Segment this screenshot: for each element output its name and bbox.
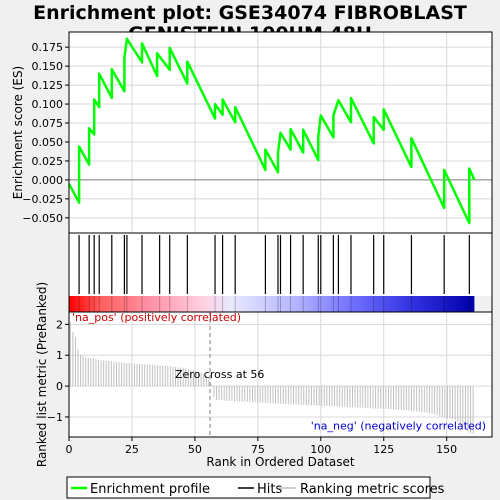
x-axis: 0 25 50 75 100 125 150 Rank in Ordered Dataset <box>66 437 457 469</box>
na-pos-label: 'na_pos' (positively correlated) <box>72 311 241 324</box>
rank-ytick-label: −1 <box>47 411 63 424</box>
legend-label-hits: Hits <box>257 482 282 497</box>
legend: Enrichment profile Hits Ranking metric sco… <box>66 476 445 499</box>
es-ytick-label: 0.125 <box>32 79 64 92</box>
es-ytick-label: −0.025 <box>22 193 63 206</box>
es-ytick-label: 0.000 <box>32 174 64 187</box>
xtick-label: 50 <box>188 443 202 456</box>
es-ytick-label: 0.175 <box>32 41 64 54</box>
zero-cross-label: Zero cross at 56 <box>175 368 264 381</box>
es-ytick-label: 0.050 <box>32 136 64 149</box>
title-line: Enrichment plot: GSE34074 FIBROBLAST <box>33 2 467 24</box>
ranked-list-colorbar <box>69 296 475 312</box>
es-panel: −0.050 −0.025 0.000 0.025 0.050 0.075 0.100 0.1… <box>11 31 493 234</box>
hits-panel <box>68 232 493 313</box>
rank-ytick-label: 2 <box>56 318 63 331</box>
enrichment-profile-line <box>67 37 476 225</box>
es-ytick-label: 0.025 <box>32 155 64 168</box>
xtick-label: 100 <box>310 443 331 456</box>
rank-ytick-label: 1 <box>56 349 63 362</box>
xtick-label: 0 <box>66 443 73 456</box>
rank-ylabel: Ranked list metric (PreRanked) <box>35 282 49 467</box>
xtick-label: 150 <box>436 443 457 456</box>
legend-label-profile: Enrichment profile <box>90 482 210 497</box>
es-ytick-label: 0.150 <box>32 60 64 73</box>
rank-plot-area <box>69 312 492 437</box>
xtick-label: 125 <box>373 443 394 456</box>
es-ytick-label: −0.050 <box>22 212 63 225</box>
x-axis-label: Rank in Ordered Dataset <box>206 455 354 469</box>
rank-ytick-label: 0 <box>56 380 63 393</box>
rank-panel: −1 0 1 2 Zero cross at 56 'na_pos' (positivel… <box>35 282 493 467</box>
legend-label-metric: Ranking metric scores <box>300 482 445 497</box>
xtick-label: 75 <box>251 443 265 456</box>
rank-frame <box>68 311 493 438</box>
xtick-label: 25 <box>125 443 139 456</box>
es-ylabel: Enrichment score (ES) <box>11 66 25 199</box>
es-ytick-label: 0.075 <box>32 117 64 130</box>
es-ytick-label: 0.100 <box>32 98 64 111</box>
na-neg-label: 'na_neg' (negatively correlated) <box>311 419 486 432</box>
